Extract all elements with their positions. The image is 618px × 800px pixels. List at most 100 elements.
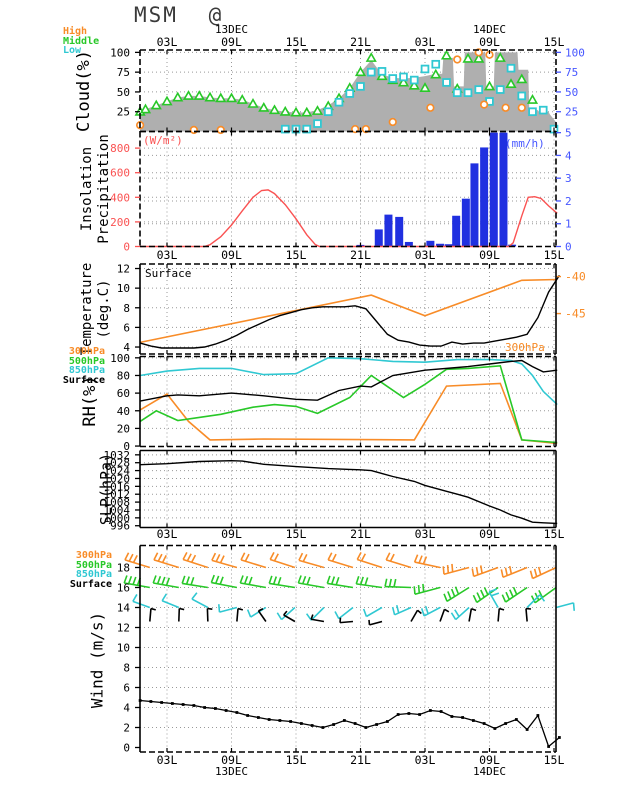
legend-item-850hpa: 850hPa — [68, 365, 105, 376]
svg-text:09L: 09L — [221, 527, 242, 541]
svg-text:4: 4 — [123, 341, 130, 354]
precipitation-unit-label: (mm/h) — [505, 137, 545, 150]
insolation-unit-label: (W/m²) — [143, 134, 183, 147]
svg-text:1: 1 — [565, 218, 572, 231]
legend-item-300hpa: 300hPa — [68, 346, 105, 357]
svg-text:20: 20 — [117, 422, 130, 435]
svg-text:25: 25 — [565, 106, 578, 119]
svg-text:03L: 03L — [157, 753, 178, 767]
svg-text:09L: 09L — [221, 753, 242, 767]
svg-text:21L: 21L — [350, 527, 371, 541]
legend-item-high: High — [63, 26, 88, 37]
svg-text:100: 100 — [110, 46, 130, 59]
svg-text:12: 12 — [117, 263, 130, 276]
svg-text:03L: 03L — [415, 527, 436, 541]
svg-text:100: 100 — [565, 46, 585, 59]
svg-text:15L: 15L — [286, 248, 307, 262]
wind-legend: 300hPa 500hPa 850hPa Surface — [67, 551, 112, 589]
svg-text:1032: 1032 — [104, 449, 131, 462]
svg-text:13DEC: 13DEC — [215, 23, 248, 36]
svg-text:0: 0 — [565, 241, 572, 254]
legend-item-500hpa: 500hPa — [68, 355, 105, 367]
svg-text:0: 0 — [123, 440, 130, 453]
svg-text:13DEC: 13DEC — [215, 765, 248, 778]
svg-text:21L: 21L — [350, 248, 371, 262]
svg-text:0: 0 — [123, 241, 130, 254]
svg-text:03L: 03L — [157, 248, 178, 262]
svg-text:15L: 15L — [286, 527, 307, 541]
svg-text:15L: 15L — [544, 35, 565, 49]
rh-legend: 300hPa 500hPa 850hPa Surface — [60, 347, 105, 385]
svg-text:-40: -40 — [565, 270, 586, 284]
svg-text:1024: 1024 — [104, 465, 131, 478]
svg-text:15L: 15L — [286, 753, 307, 767]
svg-text:2: 2 — [123, 722, 130, 735]
svg-text:4: 4 — [565, 149, 572, 162]
svg-text:15L: 15L — [544, 248, 565, 262]
wind-axis-title: Wind (m/s) — [87, 611, 107, 709]
svg-text:03L: 03L — [157, 527, 178, 541]
svg-text:600: 600 — [110, 167, 130, 180]
svg-text:1008: 1008 — [104, 496, 131, 509]
svg-text:10: 10 — [117, 642, 130, 655]
legend-item-surface: Surface — [62, 374, 105, 386]
svg-text:03L: 03L — [415, 753, 436, 767]
svg-text:80: 80 — [117, 369, 130, 382]
legend-item-300hpa: 300hPa — [75, 550, 112, 561]
temperature-axis-title: Temperature — [79, 262, 95, 356]
svg-text:-45: -45 — [565, 307, 586, 321]
svg-text:50: 50 — [117, 86, 130, 99]
svg-text:12: 12 — [117, 622, 130, 635]
svg-text:21L: 21L — [350, 753, 371, 767]
svg-text:1016: 1016 — [104, 480, 131, 493]
svg-text:8: 8 — [123, 662, 130, 675]
svg-text:2: 2 — [565, 195, 572, 208]
svg-text:800: 800 — [110, 142, 130, 155]
svg-text:75: 75 — [565, 66, 578, 79]
svg-text:1028: 1028 — [104, 457, 131, 470]
svg-text:15L: 15L — [544, 527, 565, 541]
svg-text:75: 75 — [117, 66, 130, 79]
svg-text:14DEC: 14DEC — [473, 23, 506, 36]
svg-text:50: 50 — [565, 86, 578, 99]
precipitation-axis-title: Precipitation — [96, 134, 112, 244]
page-title: MSM @ — [134, 3, 224, 27]
svg-text:8: 8 — [123, 302, 130, 315]
legend-item-500hpa: 500hPa — [75, 559, 112, 571]
slp-axis-title: SLP(hPa) — [97, 452, 115, 526]
svg-text:100: 100 — [110, 352, 130, 365]
svg-text:03L: 03L — [157, 35, 178, 49]
svg-text:996: 996 — [110, 520, 130, 533]
svg-text:15L: 15L — [544, 753, 565, 767]
svg-text:09L: 09L — [479, 527, 500, 541]
svg-text:4: 4 — [123, 702, 130, 715]
cloud-axis-title: Cloud(%) — [74, 50, 94, 132]
legend-item-low: Low — [63, 45, 82, 56]
svg-text:10: 10 — [117, 282, 130, 295]
legend-item-middle: Middle — [63, 35, 100, 47]
temperature-surface-annotation: Surface — [145, 267, 192, 280]
svg-text:14DEC: 14DEC — [473, 765, 506, 778]
svg-text:15L: 15L — [286, 35, 307, 49]
legend-item-surface: Surface — [69, 578, 112, 590]
svg-text:1000: 1000 — [104, 512, 131, 525]
insolation-axis-title: Insolation — [79, 146, 95, 232]
svg-text:09L: 09L — [221, 248, 242, 262]
svg-text:09L: 09L — [479, 35, 500, 49]
svg-text:09L: 09L — [221, 35, 242, 49]
svg-text:25: 25 — [117, 106, 130, 119]
svg-text:18: 18 — [117, 562, 130, 575]
svg-text:0: 0 — [123, 742, 130, 755]
temperature-unit-title: (deg.C) — [96, 279, 112, 339]
svg-text:5: 5 — [565, 127, 572, 140]
svg-text:03L: 03L — [415, 248, 436, 262]
svg-text:400: 400 — [110, 191, 130, 204]
cloud-legend: High Middle Low — [63, 27, 99, 56]
svg-text:3: 3 — [565, 172, 572, 185]
svg-text:21L: 21L — [350, 35, 371, 49]
svg-text:09L: 09L — [479, 753, 500, 767]
svg-text:1012: 1012 — [104, 488, 131, 501]
svg-text:09L: 09L — [479, 248, 500, 262]
